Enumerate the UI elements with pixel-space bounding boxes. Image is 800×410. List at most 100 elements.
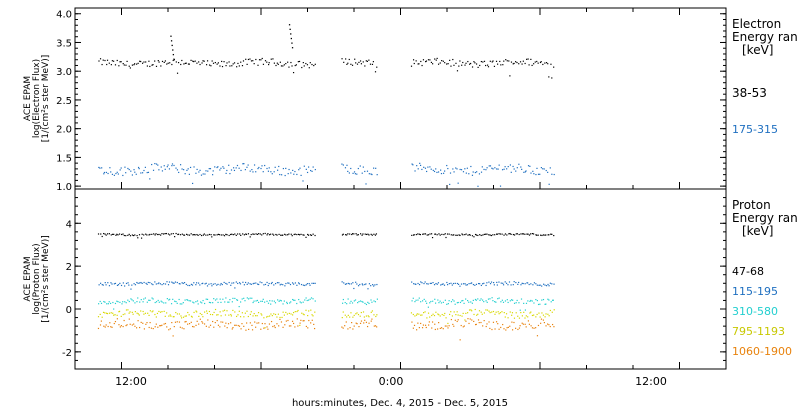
data-point: [161, 170, 164, 172]
data-point: [447, 167, 449, 170]
data-point: [371, 173, 373, 176]
data-point: [495, 60, 498, 62]
data-point: [207, 319, 209, 321]
data-point: [198, 315, 200, 318]
data-point: [134, 234, 136, 236]
data-point: [310, 234, 313, 236]
data-point: [459, 339, 461, 341]
data-point: [206, 312, 208, 314]
data-point: [248, 328, 250, 331]
data-point: [127, 282, 129, 284]
data-point: [505, 282, 508, 284]
data-point: [498, 164, 500, 166]
data-point: [541, 299, 543, 301]
data-point: [193, 233, 195, 236]
data-point: [462, 326, 464, 328]
data-point: [444, 325, 446, 327]
data-point: [301, 66, 303, 69]
data-point: [273, 313, 275, 315]
data-point: [205, 64, 208, 66]
data-point: [441, 283, 443, 286]
data-point: [544, 234, 546, 236]
data-point: [482, 283, 484, 285]
data-point: [424, 167, 427, 169]
data-point: [101, 316, 103, 318]
data-point: [430, 282, 432, 284]
data-point: [201, 313, 203, 316]
data-point: [371, 234, 373, 236]
y-tick-label: 4.0: [56, 10, 72, 21]
data-point: [249, 283, 251, 285]
data-point: [155, 233, 157, 235]
data-point: [456, 168, 458, 170]
data-point: [297, 61, 299, 63]
data-point: [349, 327, 351, 329]
data-point: [346, 234, 348, 236]
data-point: [455, 62, 457, 64]
data-point: [256, 322, 258, 324]
data-point: [205, 298, 207, 300]
data-point: [190, 315, 193, 317]
data-point: [254, 321, 256, 323]
data-point: [158, 233, 160, 236]
data-point: [442, 283, 444, 285]
data-point: [520, 311, 522, 314]
data-point: [161, 284, 163, 286]
data-point: [532, 233, 535, 235]
data-point: [244, 312, 246, 314]
data-point: [171, 63, 173, 66]
data-point: [468, 301, 470, 303]
data-point: [250, 283, 252, 285]
data-point: [112, 312, 114, 314]
data-point: [427, 283, 429, 285]
y-axis-label-line: [1/(cm²s ster MeV)]: [41, 55, 51, 142]
data-point: [374, 284, 376, 286]
data-point: [491, 61, 493, 63]
data-point: [108, 312, 111, 314]
data-point: [480, 234, 482, 237]
data-point: [178, 313, 181, 315]
data-point: [451, 284, 453, 286]
data-point-spike: [173, 58, 175, 60]
data-point: [234, 311, 236, 313]
data-point: [228, 234, 230, 237]
data-point: [213, 298, 215, 300]
data-point: [243, 163, 245, 165]
data-point: [539, 61, 542, 64]
data-point: [362, 61, 364, 63]
data-point: [258, 166, 260, 169]
data-point: [418, 63, 420, 65]
data-point: [470, 301, 472, 303]
data-point: [136, 312, 138, 314]
data-point: [169, 62, 171, 64]
legend-entry: 47-68: [732, 265, 764, 278]
data-point: [229, 299, 231, 301]
data-point: [302, 313, 304, 315]
data-point: [202, 322, 204, 324]
data-point: [448, 233, 450, 235]
data-point: [414, 170, 416, 172]
data-point: [140, 299, 142, 301]
data-point: [104, 59, 106, 62]
data-point: [431, 327, 433, 329]
data-point: [453, 300, 455, 302]
data-point: [471, 310, 473, 312]
data-point: [181, 168, 183, 170]
data-point: [249, 297, 251, 299]
data-point: [237, 324, 239, 327]
data-point: [299, 167, 301, 169]
data-point-spike: [290, 37, 292, 40]
data-point: [530, 172, 532, 174]
data-point: [110, 171, 112, 173]
data-point: [285, 320, 287, 322]
data-point: [540, 167, 542, 169]
data-point: [188, 314, 190, 316]
data-point: [508, 233, 510, 235]
data-point: [493, 284, 495, 286]
data-point: [182, 302, 184, 304]
data-point: [364, 65, 366, 67]
data-point: [204, 173, 206, 175]
data-point: [309, 234, 312, 236]
data-point: [188, 234, 191, 236]
data-point: [231, 301, 233, 303]
